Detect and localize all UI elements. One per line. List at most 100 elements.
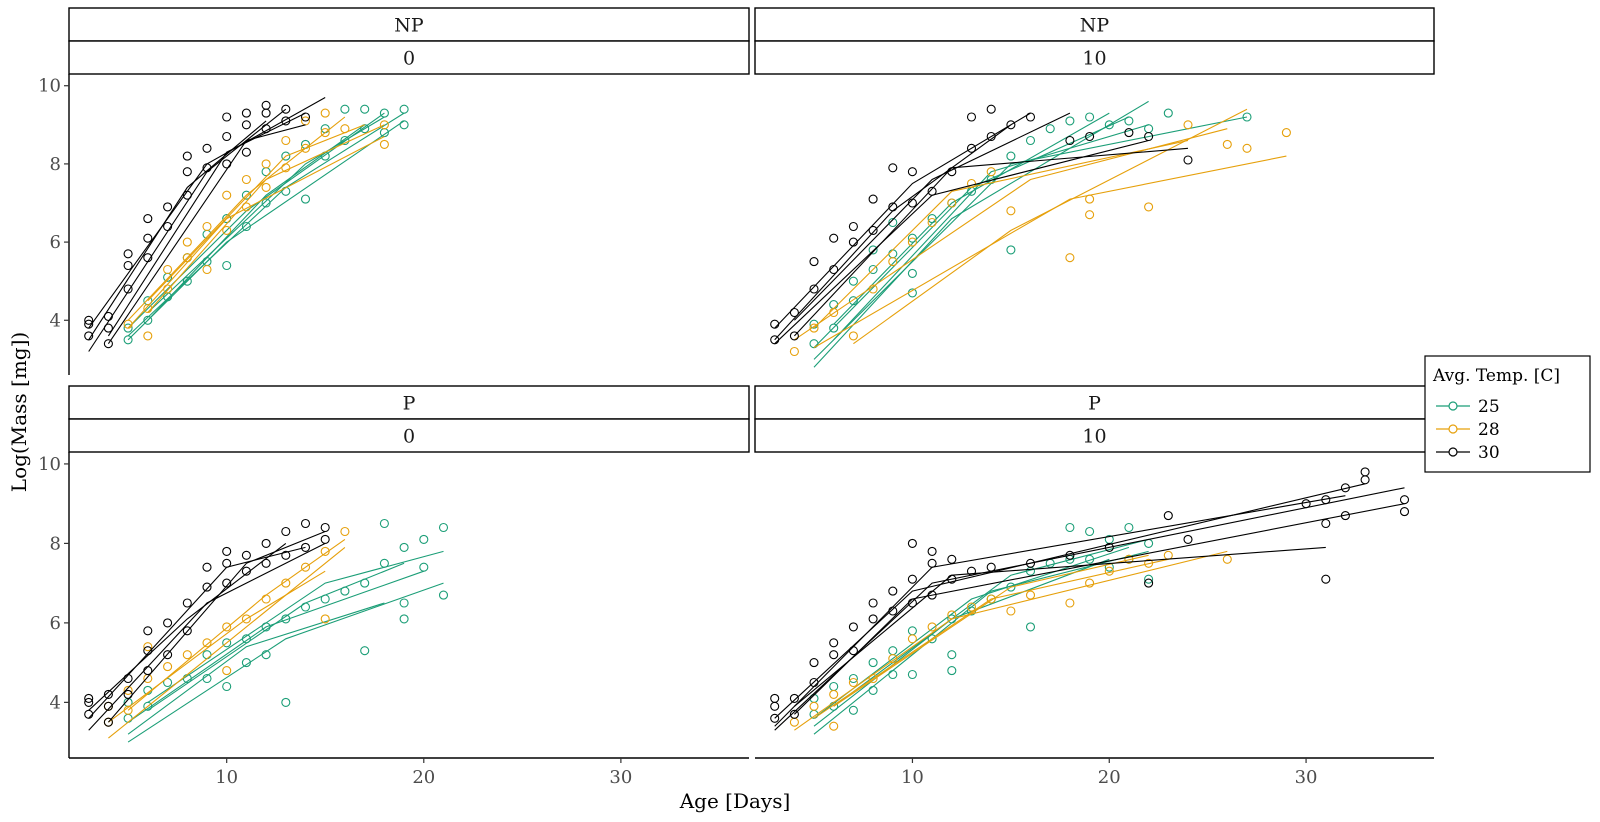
data-point: [123, 335, 133, 345]
data-point: [986, 167, 996, 177]
data-point: [103, 701, 113, 711]
legend-point: [1448, 447, 1458, 457]
data-point: [809, 339, 819, 349]
data-point: [927, 558, 937, 568]
data-point: [1085, 210, 1095, 220]
data-point: [320, 614, 330, 624]
data-point: [281, 116, 291, 126]
data-point: [1144, 131, 1154, 142]
series-25: [809, 522, 1154, 735]
data-point: [320, 128, 330, 138]
data-point: [320, 546, 330, 556]
data-point: [1006, 245, 1016, 255]
data-point: [300, 518, 311, 529]
data-point: [789, 307, 799, 318]
strip-top-label: P: [1088, 393, 1101, 415]
data-point: [1163, 108, 1173, 118]
data-point: [829, 638, 839, 648]
data-point: [261, 594, 271, 604]
data-point: [261, 182, 271, 192]
data-point: [1321, 495, 1331, 505]
data-point: [202, 163, 212, 173]
data-point: [241, 221, 251, 232]
data-point: [222, 558, 232, 568]
data-point: [1163, 550, 1173, 560]
data-point: [1242, 143, 1252, 153]
data-point: [300, 562, 311, 572]
fit-line: [774, 483, 1366, 719]
data-point: [1025, 590, 1036, 600]
data-point: [123, 284, 133, 294]
data-point: [907, 538, 917, 548]
data-point: [123, 689, 133, 699]
fit-line: [774, 139, 1149, 345]
axes-layer: 4 6 8 10 4 6 8 10 10 20 30 10 20 30: [38, 74, 1434, 788]
data-point: [947, 614, 957, 624]
data-point: [123, 713, 133, 723]
x-tick-label: 20: [1098, 767, 1121, 788]
fit-line: [88, 120, 267, 341]
data-point: [907, 634, 917, 644]
data-point: [320, 594, 330, 604]
data-point: [1006, 120, 1016, 130]
y-tick-label: 4: [50, 310, 61, 331]
data-point: [419, 562, 429, 572]
data-point: [261, 198, 271, 208]
data-point: [281, 614, 291, 624]
data-point: [399, 104, 409, 114]
data-point: [1399, 495, 1410, 505]
data-point: [888, 586, 898, 596]
data-point: [261, 100, 271, 110]
y-tick-label: 10: [38, 76, 61, 97]
data-point: [868, 658, 878, 668]
data-point: [848, 276, 858, 286]
x-tick-label: 30: [1295, 767, 1318, 788]
data-point: [182, 276, 192, 286]
legend: Avg. Temp. [C] 25 28 30: [1424, 355, 1591, 473]
strip-top-box: [68, 7, 750, 42]
data-point: [868, 673, 878, 684]
fit-line: [147, 550, 444, 703]
panel-p-10: P 10: [754, 385, 1435, 735]
data-point: [888, 163, 898, 173]
strip-top-label: NP: [394, 15, 424, 37]
strip-bottom-box: [68, 40, 750, 75]
data-point: [340, 124, 350, 134]
fit-line: [833, 554, 1149, 707]
data-point: [907, 198, 917, 208]
data-point: [789, 693, 799, 703]
data-point: [848, 237, 858, 247]
data-point: [1222, 554, 1232, 564]
data-point: [419, 534, 429, 544]
x-tick-label: 10: [215, 767, 238, 788]
data-point: [123, 249, 133, 259]
fit-line: [774, 487, 1405, 731]
data-point: [907, 237, 917, 247]
fit-line: [88, 108, 287, 352]
data-point: [1144, 578, 1154, 588]
legend-label: 25: [1478, 397, 1500, 417]
data-point: [261, 124, 271, 134]
legend-entry-25: 25: [1436, 397, 1500, 417]
data-point: [1025, 622, 1036, 632]
data-point: [202, 143, 212, 153]
data-point: [789, 346, 799, 357]
data-point: [868, 264, 878, 275]
data-point: [222, 546, 232, 556]
series-28: [789, 108, 1291, 357]
data-point: [163, 221, 173, 232]
strip-bottom-box: [68, 418, 750, 453]
data-point: [1124, 116, 1134, 126]
data-point: [84, 331, 94, 341]
data-point: [163, 650, 173, 660]
data-point: [1321, 518, 1331, 529]
data-point: [947, 650, 957, 660]
data-point: [966, 602, 977, 612]
series-30: [770, 467, 1410, 731]
data-point: [143, 315, 153, 325]
data-point: [1065, 253, 1075, 263]
data-point: [143, 626, 153, 636]
data-point: [103, 717, 113, 727]
legend-entry-28: 28: [1436, 420, 1500, 440]
